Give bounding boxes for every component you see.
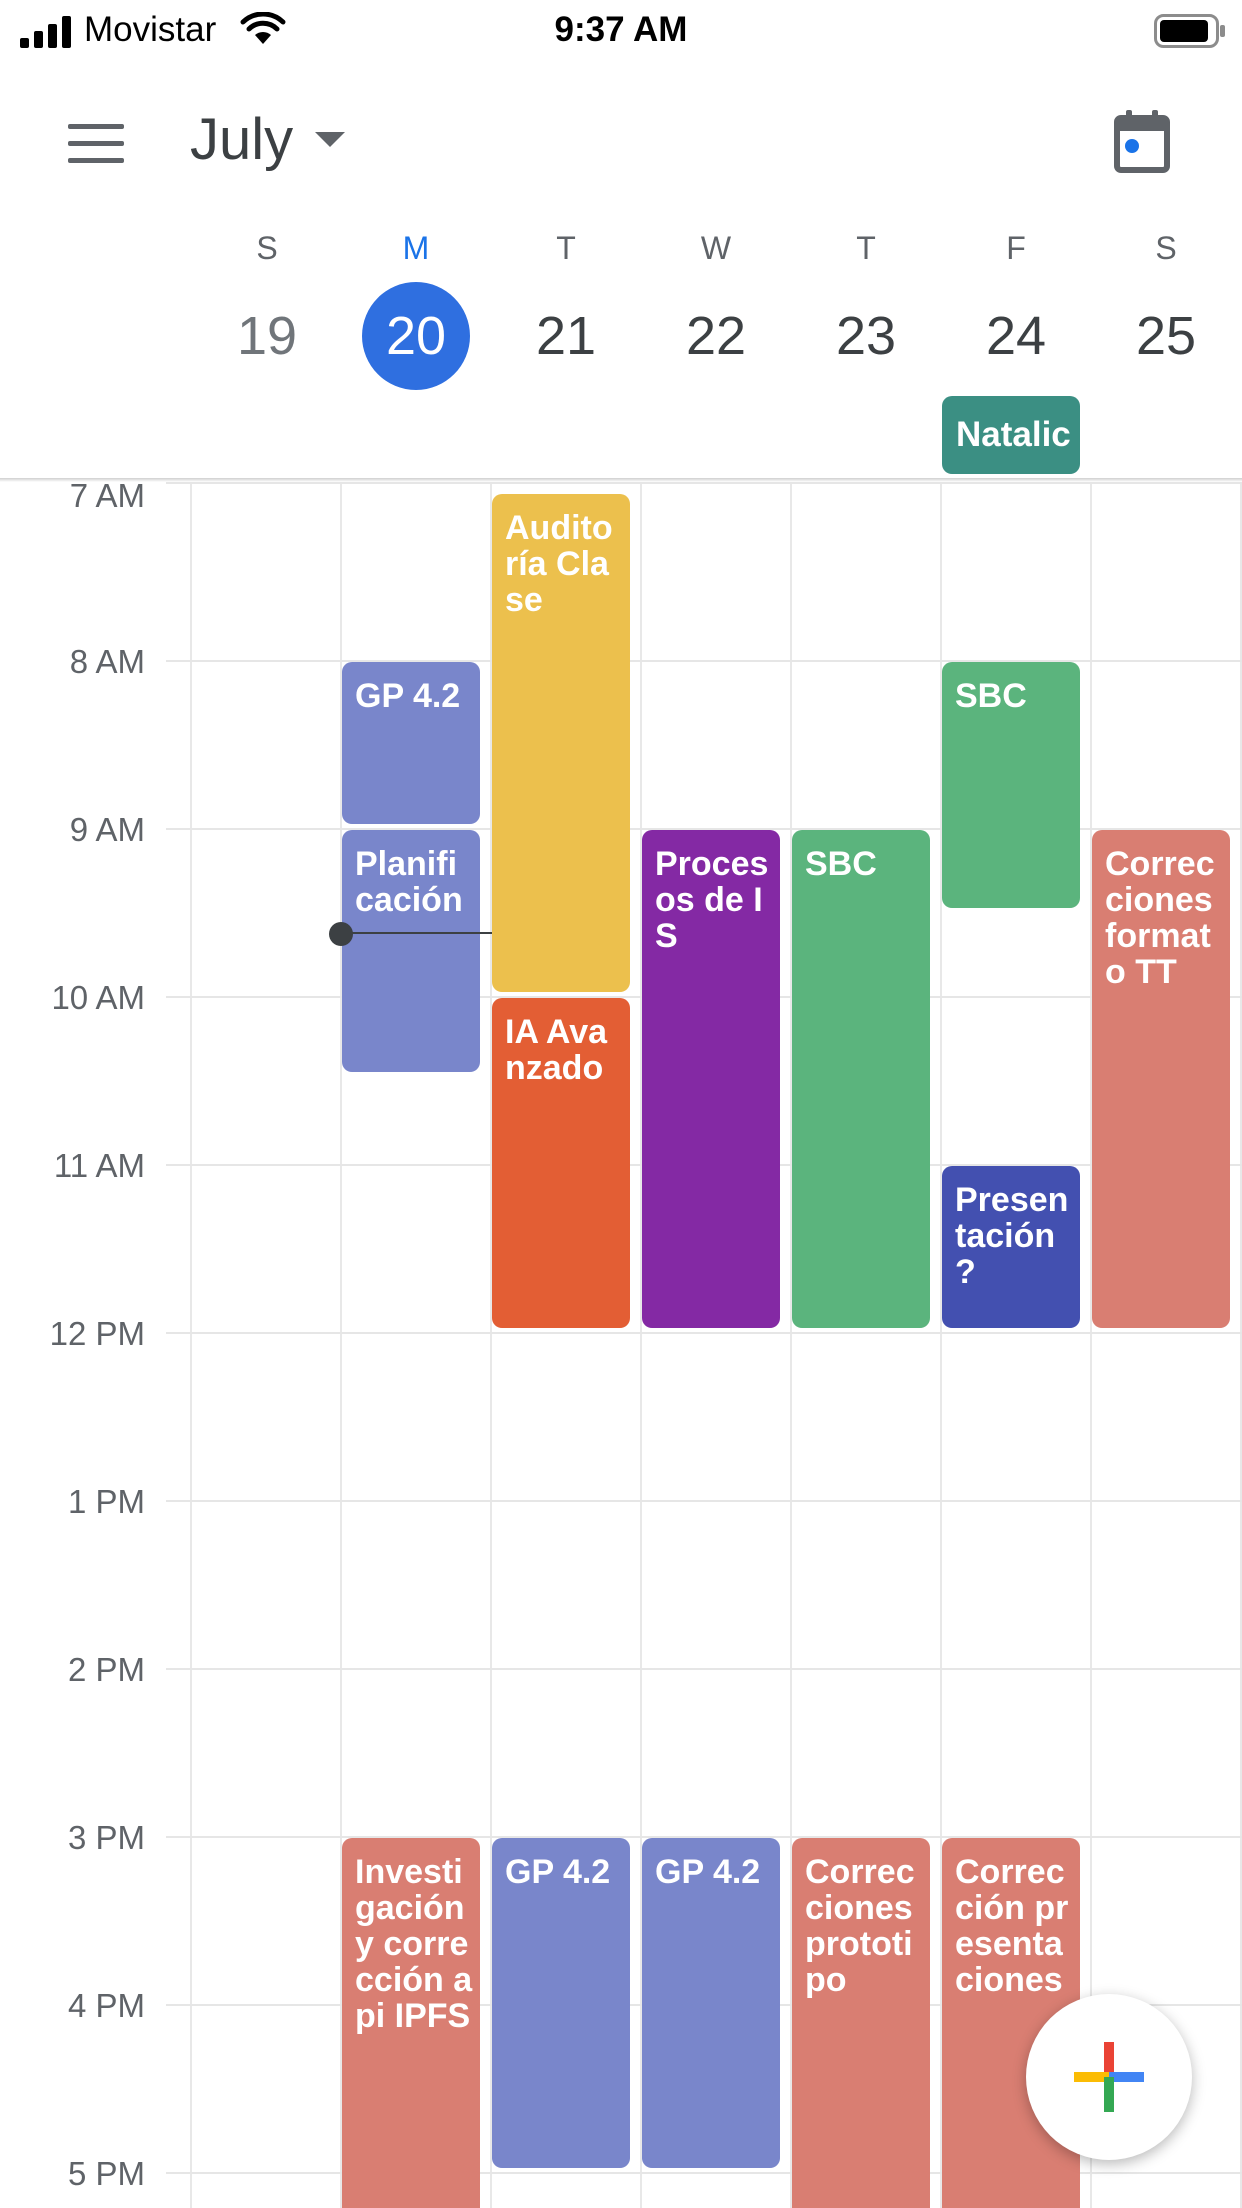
event-block[interactable]: IA Avanzado [492,998,630,1328]
event-block[interactable]: GP 4.2 [342,662,480,824]
hour-label: 9 AM [69,811,145,848]
day-header-thu[interactable]: T 23 [791,228,941,390]
day-header-sat[interactable]: S 25 [1091,228,1241,390]
hour-line [166,2172,1242,2174]
hour-line [166,1836,1242,1838]
dropdown-arrow-icon [315,132,346,147]
hour-label: 1 PM [67,1483,145,1520]
hour-label: 8 AM [69,643,145,680]
current-time-line [340,932,492,934]
day-header-tue[interactable]: T 21 [491,228,641,390]
column-divider [1090,482,1092,2208]
column-divider [1240,482,1242,2208]
day-number: 24 [985,306,1047,366]
event-block[interactable]: Presentación ? [942,1166,1080,1328]
hour-label: 7 AM [69,482,145,514]
week-time-grid[interactable]: 7 AM 8 AM 9 AM 10 AM 11 AM 12 PM 1 PM 2 … [0,482,1242,2208]
day-header-mon[interactable]: M 20 [341,228,491,390]
event-block[interactable]: Investigación y corrección api IPFS [342,1838,480,2208]
header-divider [0,478,1242,482]
hour-label: 12 PM [49,1315,145,1352]
event-block[interactable]: Procesos de IS [642,830,780,1328]
column-divider [340,482,342,2208]
column-divider [790,482,792,2208]
day-number: 23 [835,306,897,366]
event-block[interactable]: SBC [942,662,1080,908]
hour-line [166,660,1242,662]
column-divider [640,482,642,2208]
weekday-letter: W [700,230,732,266]
hour-line [166,1668,1242,1670]
all-day-event[interactable]: Natalic [942,396,1080,474]
create-event-button[interactable] [1026,1994,1192,2160]
hour-line [166,1332,1242,1334]
weekday-letter: S [1155,230,1177,266]
battery-icon [1154,14,1225,48]
event-block[interactable]: Correcciones formato TT [1092,830,1230,1328]
event-block[interactable]: GP 4.2 [642,1838,780,2168]
day-number: 19 [236,306,298,366]
status-bar: Movistar 9:37 AM [0,0,1242,62]
day-number: 25 [1135,306,1197,366]
day-number: 20 [362,282,470,390]
plus-icon [1074,2042,1144,2112]
hour-label: 3 PM [67,1819,145,1856]
column-divider [190,482,192,2208]
signal-icon [20,16,71,48]
day-number: 22 [685,306,747,366]
weekday-letter: M [402,230,430,266]
hour-label: 10 AM [51,979,145,1016]
event-block[interactable]: Auditoría Clase [492,494,630,992]
hour-line [166,1500,1242,1502]
event-block[interactable]: GP 4.2 [492,1838,630,2168]
current-time-dot [329,922,353,946]
event-block[interactable]: Correcciones prototipo [792,1838,930,2208]
wifi-icon [240,12,286,44]
day-header-wed[interactable]: W 22 [641,228,791,390]
weekday-letter: T [856,230,876,266]
month-label: July [190,107,294,172]
hour-line [166,482,1242,484]
clock: 9:37 AM [554,10,688,49]
column-divider [940,482,942,2208]
hour-label: 2 PM [67,1651,145,1688]
column-divider [490,482,492,2208]
weekday-letter: F [1006,230,1026,266]
calendar-today-icon[interactable] [1112,110,1180,174]
hour-label: 5 PM [67,2155,145,2192]
hour-line [166,828,1242,830]
month-selector[interactable]: July [190,106,346,173]
hour-label: 4 PM [67,1987,145,2024]
day-header-fri[interactable]: F 24 [941,228,1091,390]
day-header-sun[interactable]: S 19 [192,228,342,390]
weekday-letter: T [556,230,576,266]
event-block[interactable]: SBC [792,830,930,1328]
weekday-letter: S [256,230,278,266]
day-number: 21 [535,306,597,366]
event-block[interactable]: Planificación [342,830,480,1072]
hamburger-icon[interactable] [60,120,132,168]
carrier-name: Movistar [84,10,217,49]
hour-label: 11 AM [53,1147,145,1184]
